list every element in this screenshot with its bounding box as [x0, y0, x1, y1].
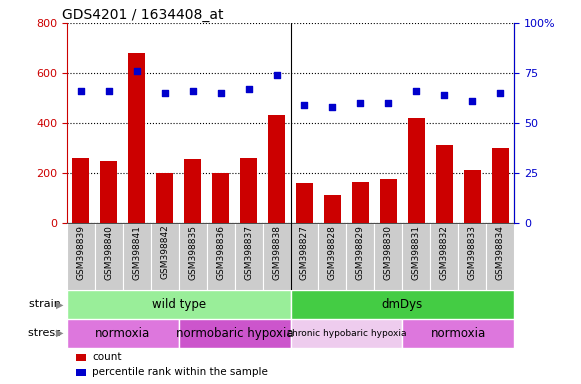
Bar [123, 223, 150, 290]
Bar [67, 319, 179, 348]
Bar [67, 223, 95, 290]
Text: GSM398837: GSM398837 [244, 225, 253, 280]
Bar [346, 223, 374, 290]
Text: GSM398842: GSM398842 [160, 225, 169, 280]
Bar [403, 223, 431, 290]
Point [412, 88, 421, 94]
Bar [67, 290, 290, 319]
Point [272, 72, 281, 78]
Point [216, 90, 225, 96]
Text: ▶: ▶ [56, 299, 64, 310]
Text: normoxia: normoxia [431, 327, 486, 339]
Point [188, 88, 198, 94]
Text: GSM398839: GSM398839 [76, 225, 85, 280]
Bar [318, 223, 346, 290]
Text: percentile rank within the sample: percentile rank within the sample [92, 367, 268, 377]
Text: GSM398832: GSM398832 [440, 225, 449, 280]
Bar [403, 319, 514, 348]
Point [383, 100, 393, 106]
Text: normobaric hypoxia: normobaric hypoxia [176, 327, 293, 339]
Text: dmDys: dmDys [382, 298, 423, 311]
Text: GSM398836: GSM398836 [216, 225, 225, 280]
Bar [76, 354, 85, 361]
Text: strain: strain [28, 299, 64, 310]
Point [356, 100, 365, 106]
Bar [380, 179, 397, 223]
Bar [374, 223, 403, 290]
Text: GSM398838: GSM398838 [272, 225, 281, 280]
Point [104, 88, 113, 94]
Bar [436, 146, 453, 223]
Bar [492, 148, 508, 223]
Bar [324, 195, 341, 223]
Bar [179, 319, 290, 348]
Point [244, 86, 253, 92]
Bar [263, 223, 290, 290]
Text: count: count [92, 352, 122, 362]
Bar [290, 223, 318, 290]
Text: wild type: wild type [152, 298, 206, 311]
Text: chronic hypobaric hypoxia: chronic hypobaric hypoxia [286, 329, 406, 338]
Bar [408, 118, 425, 223]
Bar [464, 170, 480, 223]
Text: GSM398828: GSM398828 [328, 225, 337, 280]
Text: GSM398830: GSM398830 [384, 225, 393, 280]
Point [440, 92, 449, 98]
Bar [156, 173, 173, 223]
Bar [268, 115, 285, 223]
Bar [235, 223, 263, 290]
Text: normoxia: normoxia [95, 327, 150, 339]
Bar [240, 158, 257, 223]
Text: GDS4201 / 1634408_at: GDS4201 / 1634408_at [62, 8, 224, 22]
Bar [296, 183, 313, 223]
Bar [431, 223, 458, 290]
Bar [290, 319, 403, 348]
Bar [95, 223, 123, 290]
Bar [76, 369, 85, 376]
Point [328, 104, 337, 110]
Text: GSM398834: GSM398834 [496, 225, 505, 280]
Bar [101, 161, 117, 223]
Text: stress: stress [27, 328, 64, 338]
Text: GSM398835: GSM398835 [188, 225, 197, 280]
Bar [184, 159, 201, 223]
Bar [352, 182, 369, 223]
Bar [458, 223, 486, 290]
Text: GSM398827: GSM398827 [300, 225, 309, 280]
Text: GSM398831: GSM398831 [412, 225, 421, 280]
Bar [128, 53, 145, 223]
Bar [290, 290, 514, 319]
Bar [179, 223, 207, 290]
Bar [207, 223, 235, 290]
Point [160, 90, 169, 96]
Text: ▶: ▶ [56, 328, 64, 338]
Point [300, 102, 309, 108]
Point [468, 98, 477, 104]
Bar [486, 223, 514, 290]
Point [76, 88, 85, 94]
Bar [150, 223, 179, 290]
Text: GSM398829: GSM398829 [356, 225, 365, 280]
Bar [212, 173, 229, 223]
Bar [73, 158, 89, 223]
Text: GSM398841: GSM398841 [132, 225, 141, 280]
Text: GSM398840: GSM398840 [104, 225, 113, 280]
Text: GSM398833: GSM398833 [468, 225, 477, 280]
Point [132, 68, 141, 74]
Point [496, 90, 505, 96]
